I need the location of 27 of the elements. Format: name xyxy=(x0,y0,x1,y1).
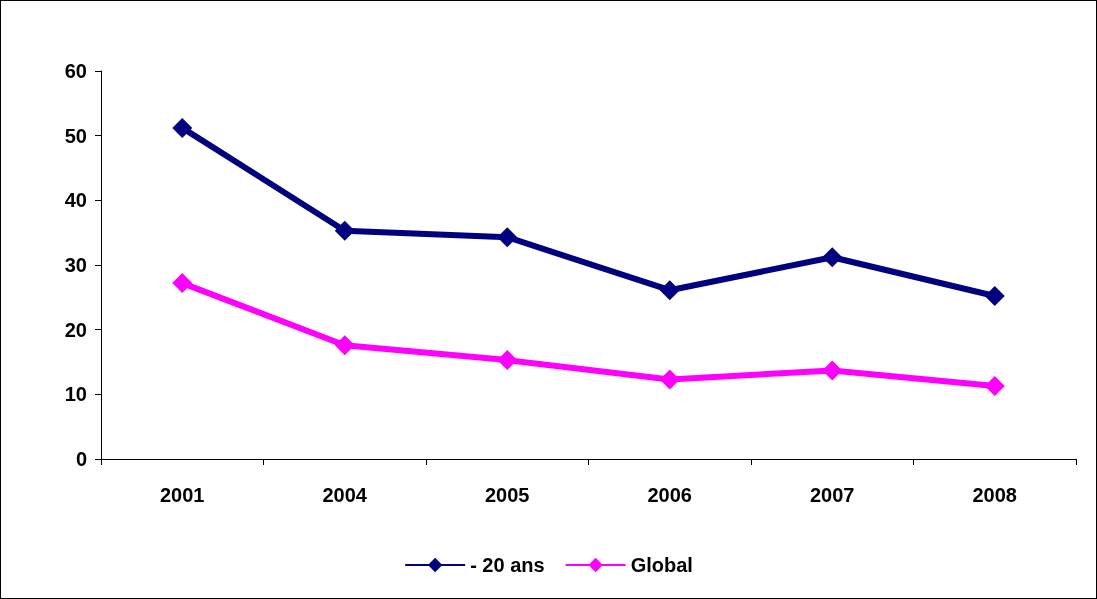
x-tick-label: 2001 xyxy=(160,484,205,506)
x-tick-label: 2006 xyxy=(647,484,692,506)
point xyxy=(984,286,1005,307)
point xyxy=(497,350,518,371)
x-tick-label: 2007 xyxy=(810,484,855,506)
point xyxy=(172,273,193,294)
y-tick-label: 40 xyxy=(64,189,87,212)
y-tick-label: 0 xyxy=(75,448,87,470)
legend-label: - 20 ans xyxy=(470,554,545,576)
legend-label: Global xyxy=(630,554,693,576)
point xyxy=(659,280,680,301)
y-tick-label: 10 xyxy=(64,383,87,406)
point xyxy=(497,227,518,248)
point xyxy=(822,247,843,268)
point xyxy=(334,220,355,241)
point xyxy=(172,117,193,138)
point xyxy=(334,335,355,356)
y-tick-label: 30 xyxy=(64,254,87,276)
y-tick-label: 60 xyxy=(64,60,87,82)
x-tick-label: 2004 xyxy=(322,484,368,506)
point xyxy=(659,369,680,390)
y-tick-label: 50 xyxy=(64,124,87,147)
x-tick-label: 2005 xyxy=(485,484,530,506)
y-tick-label: 20 xyxy=(64,318,87,341)
x-tick-label: 2008 xyxy=(972,484,1017,506)
point xyxy=(984,375,1005,396)
point xyxy=(822,360,843,381)
